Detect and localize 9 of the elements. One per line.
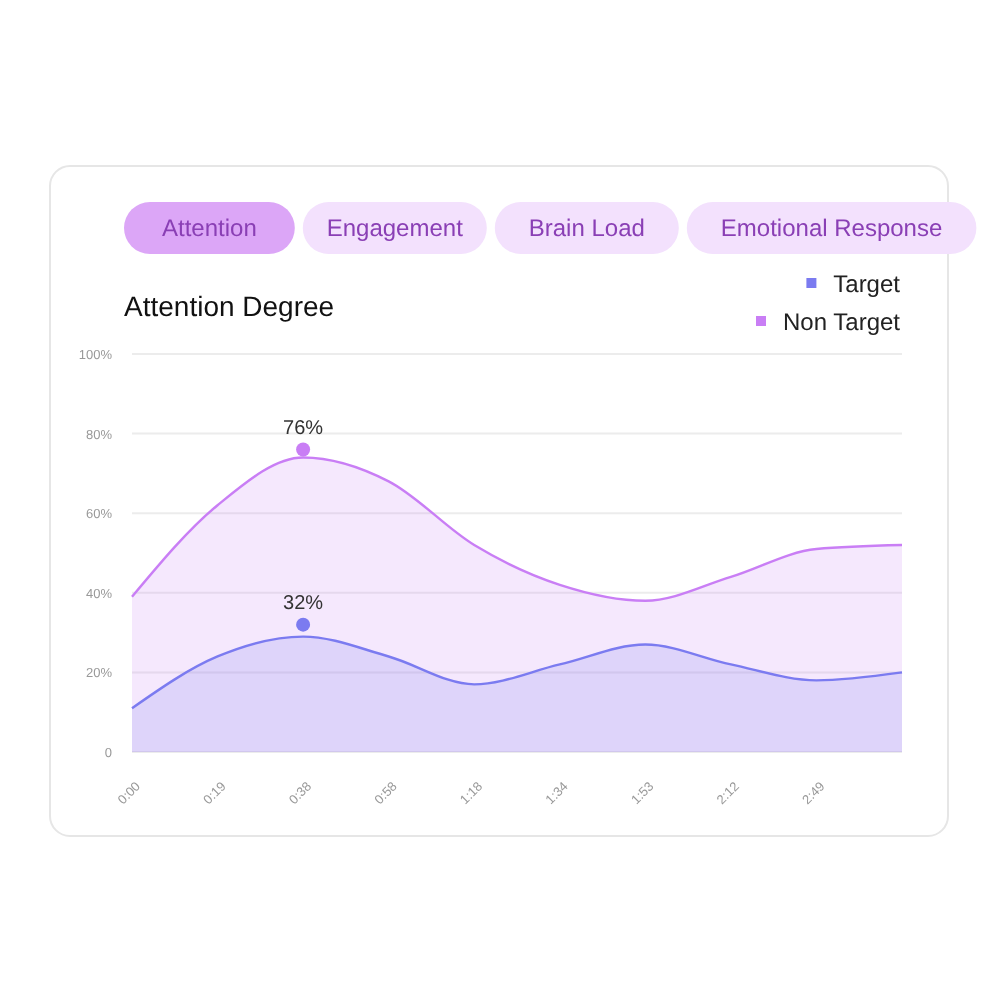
data-label: 32% <box>283 592 324 615</box>
legend-label: Non Target <box>783 308 902 336</box>
text: Engagement <box>326 214 465 242</box>
text: Attention <box>162 214 257 242</box>
legend-label: Target <box>833 270 902 298</box>
text: Brain Load <box>528 214 645 242</box>
chart-title: Attention Degree <box>124 290 335 322</box>
data-label: 76% <box>283 417 324 440</box>
text: Emotional Response <box>720 214 943 242</box>
